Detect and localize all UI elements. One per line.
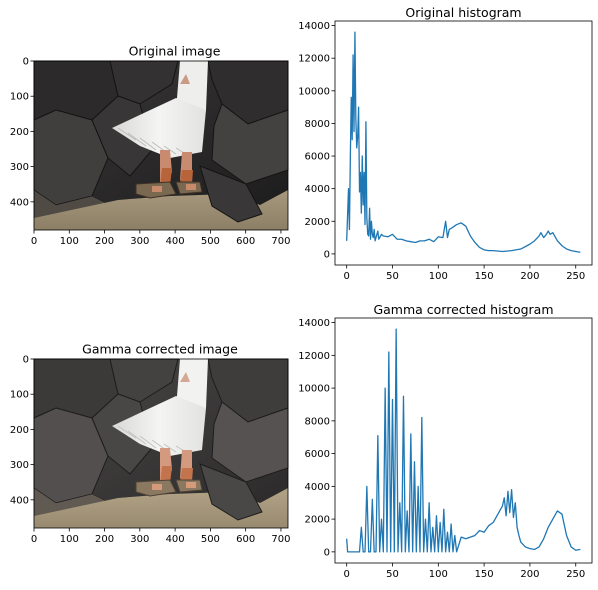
gamma-histogram-ytick-label: 4000 — [305, 482, 330, 493]
original-photo — [33, 60, 289, 230]
gamma-image-ytick-label: 400 — [10, 495, 29, 506]
original-histogram-xtick-label: 250 — [566, 271, 585, 282]
original-image-xtick-label: 500 — [201, 236, 220, 247]
gamma-histogram-panel: Gamma corrected histogram 0 50 100 150 200 25… — [298, 302, 593, 580]
gamma-image-panel: Gamma corrected image 0 100 2 — [10, 342, 291, 546]
gamma-image-ytick-label: 100 — [10, 390, 29, 401]
original-image-ytick-label: 0 — [23, 57, 29, 68]
gamma-image-xtick-label: 500 — [201, 534, 220, 545]
gamma-histogram-ytick-label: 6000 — [305, 449, 330, 460]
gamma-histogram-xtick-label: 0 — [343, 569, 349, 580]
gamma-corrected-photo — [33, 358, 289, 528]
original-histogram-ytick-label: 10000 — [298, 86, 330, 97]
original-histogram-ytick-label: 8000 — [305, 119, 330, 130]
original-histogram-ytick-label: 14000 — [298, 21, 330, 32]
original-histogram-ytick-label: 12000 — [298, 54, 330, 65]
gamma-image-frame — [33, 358, 289, 529]
gamma-image-xtick-label: 700 — [271, 534, 290, 545]
gamma-image-xtick-label: 0 — [31, 534, 37, 545]
original-image-xtick-label: 600 — [236, 236, 255, 247]
gamma-image-ytick-label: 300 — [10, 460, 29, 471]
gamma-histogram-ytick-label: 12000 — [298, 351, 330, 362]
original-image-xtick-label: 100 — [60, 236, 79, 247]
original-histogram-xtick-label: 150 — [475, 271, 494, 282]
gamma-image-ytick-label: 200 — [10, 425, 29, 436]
original-image-ytick-label: 100 — [10, 92, 29, 103]
original-image-title: Original image — [129, 44, 221, 59]
gamma-histogram-xtick-label: 50 — [386, 569, 399, 580]
gamma-histogram-plot — [346, 328, 581, 553]
gamma-histogram-title: Gamma corrected histogram — [373, 302, 553, 317]
original-histogram-xtick-label: 50 — [386, 271, 399, 282]
gamma-histogram-xtick-label: 200 — [520, 569, 539, 580]
gamma-image-ytick-label: 0 — [23, 355, 29, 366]
original-histogram-ytick-label: 6000 — [305, 152, 330, 163]
original-image-xtick-label: 0 — [31, 236, 37, 247]
gamma-image-title: Gamma corrected image — [82, 342, 238, 357]
original-histogram-ytick-label: 4000 — [305, 184, 330, 195]
original-histogram-plot — [346, 31, 581, 253]
gamma-image-xtick-label: 100 — [60, 534, 79, 545]
original-image-ytick-label: 200 — [10, 127, 29, 138]
original-histogram-title: Original histogram — [405, 5, 521, 20]
gamma-image-xtick-label: 600 — [236, 534, 255, 545]
original-image-xtick-label: 300 — [130, 236, 149, 247]
original-histogram-ytick-label: 0 — [324, 249, 330, 260]
gamma-histogram-ytick-label: 2000 — [305, 515, 330, 526]
gamma-histogram-series-line — [346, 328, 581, 553]
original-image-axes: 0 100 200 300 400 500 600 700 0 100 200 300 400 — [10, 57, 291, 248]
original-image-ytick-label: 400 — [10, 197, 29, 208]
gamma-histogram-ytick-label: 0 — [324, 547, 330, 558]
original-image-xtick-label: 400 — [166, 236, 185, 247]
gamma-image-xtick-label: 300 — [130, 534, 149, 545]
gamma-image-axes: 0 100 200 300 400 500 600 700 0 100 200 300 400 — [10, 355, 291, 546]
gamma-histogram-axes: 0 50 100 150 200 250 0 2000 4000 6000 8000 10000 120… — [298, 318, 585, 580]
original-image-xtick-label: 700 — [271, 236, 290, 247]
gamma-histogram-xtick-label: 150 — [475, 569, 494, 580]
gamma-histogram-xtick-label: 100 — [429, 569, 448, 580]
gamma-histogram-ytick-label: 8000 — [305, 416, 330, 427]
original-image-panel: Original image 0 100 200 300 40 — [10, 44, 291, 248]
gamma-image-xtick-label: 200 — [95, 534, 114, 545]
original-histogram-axes: 0 50 100 150 200 250 0 2000 4000 6000 8000 10000 120… — [298, 21, 585, 282]
gamma-histogram-ytick-label: 14000 — [298, 318, 330, 329]
original-histogram-series-line — [346, 31, 581, 253]
original-histogram-xtick-label: 100 — [429, 271, 448, 282]
gamma-histogram-xtick-label: 250 — [566, 569, 585, 580]
original-image-frame — [33, 60, 289, 231]
original-image-ytick-label: 300 — [10, 162, 29, 173]
original-histogram-ytick-label: 2000 — [305, 217, 330, 228]
original-histogram-xtick-label: 200 — [520, 271, 539, 282]
original-histogram-panel: Original histogram 0 50 100 150 200 250 0 2000 4… — [298, 5, 593, 282]
gamma-image-xtick-label: 400 — [166, 534, 185, 545]
original-histogram-frame — [334, 20, 593, 266]
gamma-histogram-ytick-label: 10000 — [298, 384, 330, 395]
original-histogram-xtick-label: 0 — [343, 271, 349, 282]
original-image-xtick-label: 200 — [95, 236, 114, 247]
